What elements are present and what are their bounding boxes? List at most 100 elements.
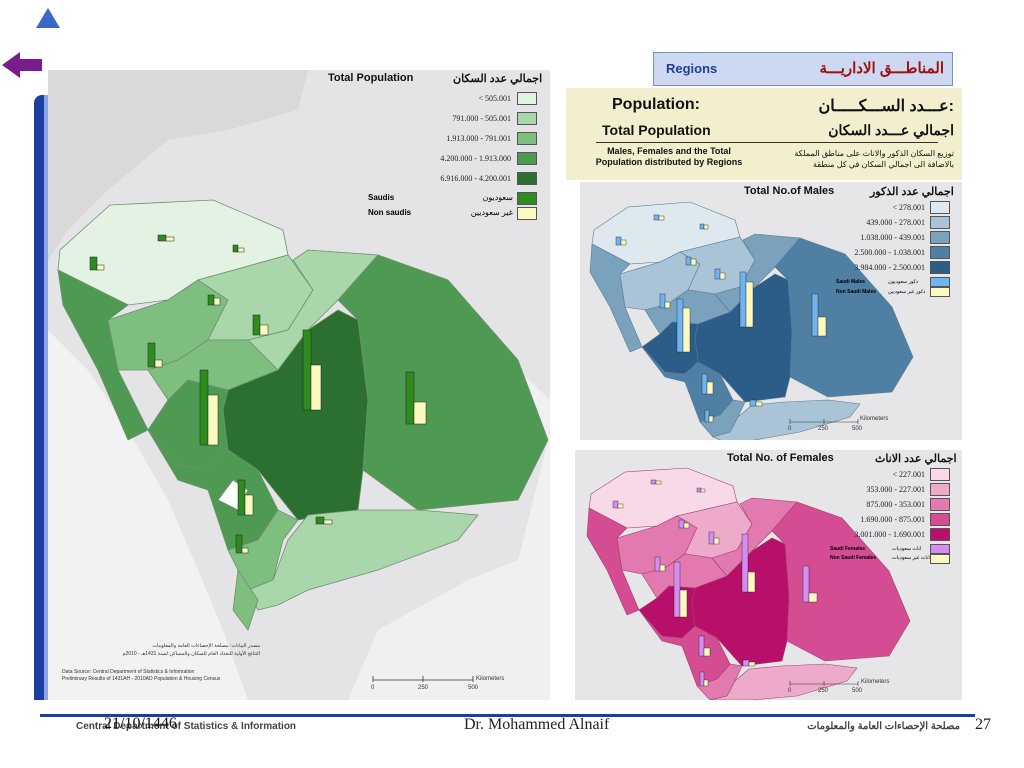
main-map-legend: < 505.001 791.000 - 505.001 1.913.000 - … <box>368 90 553 220</box>
females-legend-saudi-ar: اناث سعوديات <box>892 546 922 552</box>
arrow-left-icon[interactable] <box>2 50 42 80</box>
footer-dept-en: Central Department of Statistics & Infor… <box>76 721 297 732</box>
footer-dept-ar: مصلحة الإحصاءات العامة والمعلومات <box>807 721 960 732</box>
population-sub-en: Total Population <box>602 122 711 138</box>
main-legend-swatch <box>517 152 537 165</box>
females-legend-saudi-en: Saudi Females <box>830 546 866 552</box>
females-legend-swatch <box>930 483 950 496</box>
males-legend-swatch <box>930 261 950 274</box>
scale-tick: 500 <box>852 426 863 432</box>
source-ar-1: مصدر البيانات: مصلحة الإحصاءات العامة وا… <box>152 643 260 649</box>
main-map-bars <box>89 234 427 554</box>
males-legend-swatch <box>930 287 950 297</box>
females-legend-swatch <box>930 498 950 511</box>
males-legend-nonsaudi-en: Non Saudi Males <box>836 289 877 295</box>
males-map-title-ar: اجمالي عدد الذكور <box>870 186 954 198</box>
main-legend-item: 791.000 - 505.001 <box>452 114 511 123</box>
slide-left-bar <box>34 95 44 700</box>
main-legend-saudis-ar: سعوديون <box>482 193 514 202</box>
main-legend-swatch <box>517 132 537 145</box>
main-legend-nonsaudis-en: Non saudis <box>368 208 412 217</box>
males-legend-item: 2.500.000 - 1.038.001 <box>854 248 925 257</box>
main-map-title-en: Total Population <box>328 72 414 84</box>
population-desc-ar: توزيع السكان الذكور والاناث على مناطق ال… <box>794 149 954 169</box>
main-legend-swatch <box>517 172 537 185</box>
population-box: Population: عـــدد الســـكـــــان: Total… <box>566 88 962 180</box>
females-legend-swatch <box>930 544 950 554</box>
males-legend-nonsaudi-ar: ذكور غير سعوديين <box>888 289 926 295</box>
females-map-scale-bar <box>789 681 859 686</box>
females-legend-item: 875.000 - 353.001 <box>866 500 925 509</box>
females-legend-swatch <box>930 468 950 481</box>
females-legend-item: 3.001.000 - 1.690.001 <box>854 530 925 539</box>
main-legend-saudis-en: Saudis <box>368 193 395 202</box>
main-legend-swatch <box>517 112 537 125</box>
males-legend-swatch <box>930 216 950 229</box>
footer-author: Dr. Mohammed Alnaif <box>464 716 610 733</box>
population-divider <box>596 142 938 143</box>
scale-unit: Kilometers <box>860 416 889 422</box>
females-legend-item: 353.000 - 227.001 <box>866 485 925 494</box>
scale-tick: 500 <box>468 685 479 691</box>
females-map-panel: Total No. of Females اجمالي عدد الاناث <… <box>575 450 962 700</box>
scale-unit: Kilometers <box>476 676 505 682</box>
scale-tick: 500 <box>852 688 863 694</box>
triangle-up-icon[interactable] <box>36 8 60 28</box>
females-map-bars <box>612 479 818 687</box>
males-legend-item: < 278.001 <box>892 203 925 212</box>
main-legend-swatch <box>517 92 537 105</box>
females-legend-swatch <box>930 513 950 526</box>
footer-date: 21/10/1446 <box>104 715 177 732</box>
main-legend-item: 6.916.000 - 4.200.001 <box>440 174 511 183</box>
males-map-bars <box>615 214 827 423</box>
scale-tick: 250 <box>818 688 829 694</box>
main-legend-item: 1.913.000 - 791.001 <box>446 134 511 143</box>
regions-box: Regions المناطـــق الاداريـــة <box>653 52 953 86</box>
males-legend-swatch <box>930 231 950 244</box>
source-en-2: Preliminary Results of 1431AH - 2010AD P… <box>62 676 221 682</box>
males-legend-saudi-ar: ذكور سعوديون <box>888 279 919 285</box>
scale-tick: 0 <box>788 426 792 432</box>
scale-tick: 250 <box>418 685 429 691</box>
females-map-title-ar: اجمالي عدد الاناث <box>875 453 957 465</box>
males-legend-swatch <box>930 246 950 259</box>
males-legend-swatch <box>930 201 950 214</box>
scale-tick: 0 <box>371 685 375 691</box>
scale-unit: Kilometers <box>861 679 890 685</box>
males-map-legend: < 278.001 439.000 - 278.001 1.038.000 - … <box>810 200 960 300</box>
footer-divider <box>40 714 975 717</box>
main-legend-item: 4.200.000 - 1.913.000 <box>440 154 511 163</box>
males-map-scale-bar <box>789 419 859 424</box>
page-number: 27 <box>975 716 991 733</box>
males-legend-item: 439.000 - 278.001 <box>866 218 925 227</box>
regions-label-ar: المناطـــق الاداريـــة <box>819 60 944 77</box>
main-legend-swatch <box>517 207 537 220</box>
females-legend-nonsaudi-en: Non Saudi Females <box>830 555 877 561</box>
females-map-title-en: Total No. of Females <box>727 452 834 464</box>
males-legend-item: 1.038.000 - 439.001 <box>860 233 925 242</box>
population-desc-en: Males, Females and the Total Population … <box>595 146 743 167</box>
source-ar-2: النتائج الأولية للتعداد العام للسكان وال… <box>122 651 260 657</box>
females-legend-swatch <box>930 554 950 564</box>
males-legend-swatch <box>930 277 950 287</box>
females-map-legend: < 227.001 353.000 - 227.001 875.000 - 35… <box>810 468 960 568</box>
males-map-panel: Total No.of Males اجمالي عدد الذكور < 27… <box>580 182 962 440</box>
main-map-panel: Total Population اجمالي عدد السكان < 505… <box>48 70 550 700</box>
males-map-title-en: Total No.of Males <box>744 185 835 197</box>
population-title-en: Population: <box>612 96 700 113</box>
females-legend-swatch <box>930 528 950 541</box>
females-legend-nonsaudi-ar: اناث غير سعوديات <box>892 555 930 561</box>
females-legend-item: 1.690.000 - 875.001 <box>860 515 925 524</box>
slide-left-bar-accent <box>44 95 48 700</box>
females-legend-item: < 227.001 <box>892 470 925 479</box>
females-map <box>575 450 962 700</box>
main-map <box>48 70 550 700</box>
source-en-1: Data Source: Central Department of Stati… <box>62 669 195 675</box>
main-map-scale-bar <box>372 676 474 682</box>
main-map-title-ar: اجمالي عدد السكان <box>453 73 543 85</box>
main-legend-nonsaudis-ar: غير سعوديين <box>470 208 513 217</box>
main-legend-swatch <box>517 192 537 205</box>
scale-tick: 250 <box>818 426 829 432</box>
males-map <box>580 182 962 440</box>
main-legend-item: < 505.001 <box>478 94 511 103</box>
